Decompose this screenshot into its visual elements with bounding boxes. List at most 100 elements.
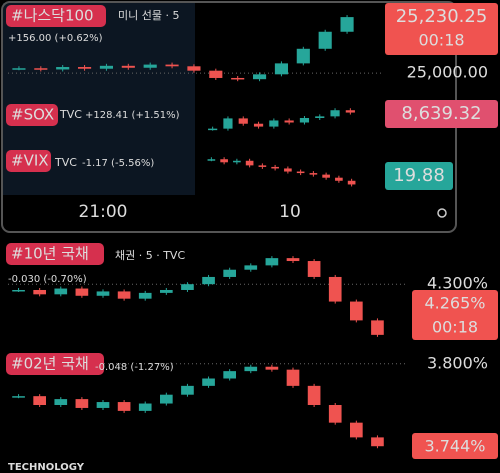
change-label: +156.00 (+0.62%) (8, 33, 103, 44)
candle (34, 68, 48, 70)
candle (296, 48, 310, 64)
candle (75, 399, 89, 408)
price-box (412, 433, 498, 459)
candle (371, 437, 384, 447)
settings-icon[interactable] (437, 208, 447, 218)
candle (265, 258, 279, 266)
candle (12, 396, 25, 398)
panel-label: #VIX (11, 152, 49, 170)
candle (231, 77, 245, 80)
candle (238, 118, 248, 124)
change-label: -0.030 (-0.70%) (8, 274, 87, 285)
candle (233, 160, 241, 163)
candle (54, 288, 68, 295)
candle (347, 180, 356, 185)
change-label: -0.048 (-1.27%) (95, 362, 174, 373)
candle (160, 289, 173, 293)
panel-subtitle: TVC (59, 108, 82, 121)
price-label: 19.88 (393, 165, 445, 186)
candle (181, 284, 194, 290)
change-label: +128.41 (+1.51%) (85, 110, 180, 121)
candle (345, 110, 355, 113)
candle (253, 74, 267, 80)
candle (202, 276, 215, 285)
candle (143, 64, 157, 68)
candle (12, 289, 25, 292)
candle (274, 63, 288, 75)
candle (121, 65, 135, 68)
panel-label: #SOX (11, 106, 54, 124)
candle (75, 288, 89, 296)
price-label: 3.744% (424, 437, 485, 456)
candle (328, 276, 342, 302)
candle (307, 385, 321, 405)
panel-label: #나스닥100 (11, 7, 94, 25)
candle (223, 118, 233, 129)
footer-label: TECHNOLOGY (8, 462, 85, 473)
candle (284, 120, 294, 123)
candle (96, 291, 110, 296)
candle (99, 65, 113, 69)
label-pill (6, 150, 51, 172)
price-label: 25,230.25 (396, 6, 488, 27)
candle (56, 67, 70, 70)
candle (299, 118, 310, 123)
price-box (412, 290, 498, 340)
candle (33, 289, 46, 295)
candle (209, 70, 223, 78)
level-label: 4.300% (427, 274, 488, 293)
label-pill (6, 5, 106, 27)
price-box (385, 162, 453, 190)
candle (96, 402, 110, 408)
candle (202, 378, 215, 386)
candle (160, 394, 173, 404)
candle (350, 301, 363, 321)
candle (253, 123, 264, 127)
candle (244, 265, 258, 270)
candle (307, 261, 321, 277)
candle (220, 159, 228, 163)
candle (165, 64, 179, 67)
candle (296, 171, 305, 174)
price-box (385, 100, 498, 128)
candle (208, 128, 218, 131)
label-pill (6, 243, 104, 265)
panel-label: #02년 국채 (11, 355, 89, 373)
time-label: 10 (279, 202, 301, 222)
candle (271, 166, 279, 169)
candle (318, 31, 332, 49)
level-label: 3.800% (427, 353, 488, 372)
countdown-label: 00:18 (418, 31, 464, 50)
candle (335, 177, 343, 181)
candle (138, 403, 152, 411)
candle (330, 110, 340, 117)
candle (258, 165, 267, 167)
candle (117, 291, 131, 299)
label-pill (6, 353, 104, 375)
price-label: 8,639.32 (401, 103, 481, 124)
candle (33, 396, 46, 405)
candle (286, 258, 300, 262)
candle (187, 66, 201, 71)
candle (117, 402, 131, 411)
candle (54, 399, 68, 405)
time-label: 21:00 (79, 202, 128, 222)
countdown-label: 00:18 (432, 318, 478, 337)
candle (181, 385, 194, 395)
candle (371, 320, 384, 335)
candle (12, 68, 26, 70)
candle (340, 17, 354, 32)
price-label: 4.265% (424, 294, 485, 313)
candle (265, 366, 279, 370)
candle (244, 366, 258, 372)
level-label: 25,000.00 (407, 63, 488, 82)
candle (322, 174, 330, 178)
panel-subtitle: 미니 선물 · 5 (118, 9, 179, 22)
candle (284, 168, 292, 172)
candle (138, 292, 152, 299)
candle (309, 173, 318, 175)
candle (328, 405, 342, 423)
candle (269, 120, 279, 127)
candle (78, 67, 92, 69)
